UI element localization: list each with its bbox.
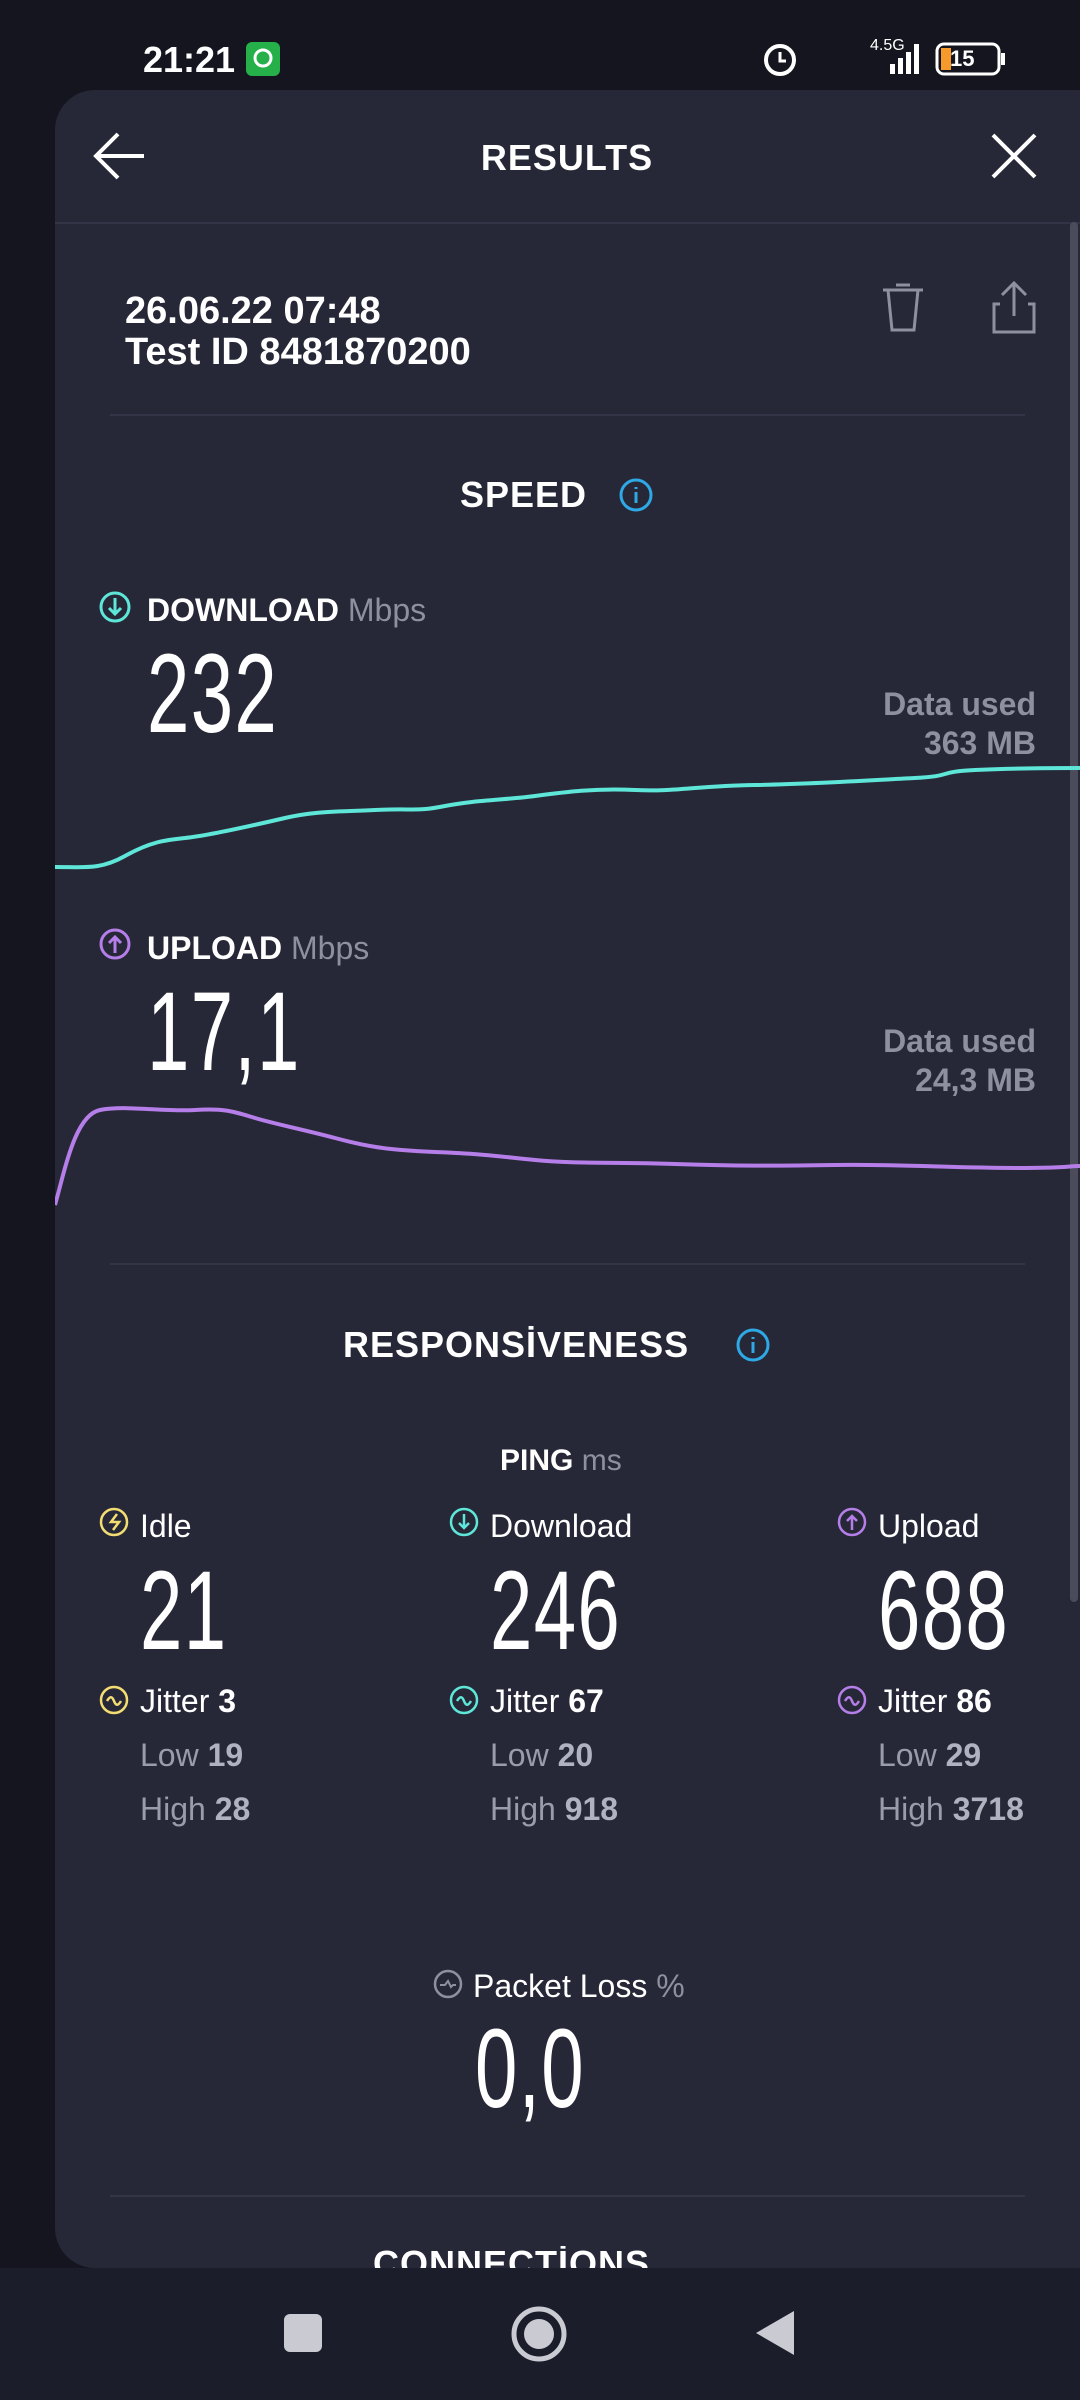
data-used-value: 24,3 MB [915,1062,1036,1098]
ping-icon [837,1507,867,1537]
app-icon [246,42,280,76]
low-value: 19 [207,1737,244,1773]
jitter-icon [99,1685,129,1715]
time: 21:21 [143,39,236,80]
jitter: Jitter 3 [140,1685,236,1717]
jitter: Jitter 86 [878,1685,992,1717]
ping-value: 688 [878,1548,1010,1673]
divider [110,1263,1025,1265]
download-value: 232 [147,631,279,756]
home-button[interactable] [510,2305,568,2363]
high: High 918 [490,1793,618,1825]
alarm-icon [764,44,796,76]
low: Low 29 [878,1739,981,1771]
data-used-value: 363 MB [923,725,1036,761]
jitter: Jitter 67 [490,1685,604,1717]
low-label: Low [140,1737,199,1773]
recents-button[interactable] [280,2310,326,2356]
download-label: DOWNLOAD Mbps [147,594,426,626]
high-label: High [878,1791,944,1827]
low-label: Low [490,1737,549,1773]
speed-title: SPEED [460,474,588,515]
upload-graph [55,1106,1080,1206]
test-id: Test ID 8481870200 [125,331,471,373]
network-type: 4.5G [870,37,905,54]
clip: CONNECTİONS [0,2246,1080,2268]
back-button[interactable] [92,130,148,182]
unit: ms [581,1444,622,1477]
battery-level: 15 [950,46,975,71]
divider [110,2195,1025,2197]
unit: % [656,1968,685,2004]
divider [55,222,1080,224]
signal-icon [890,44,919,74]
upload-icon [99,928,131,960]
ping-value: 21 [140,1548,228,1673]
share-button[interactable] [990,280,1038,336]
low: Low 19 [140,1739,243,1771]
download-icon [99,591,131,623]
ping-label: Idle [140,1508,192,1544]
upload-value: 17,1 [147,969,301,1094]
jitter-icon [837,1685,867,1715]
connections-title: CONNECTİONS [373,2246,651,2268]
low-value: 20 [557,1737,594,1773]
close-button[interactable] [990,132,1038,180]
battery-icon [935,42,1005,76]
upload-label: UPLOAD Mbps [147,932,369,964]
data-used-label: Data used [883,1023,1036,1059]
jitter-value: 3 [218,1683,237,1719]
label: PING [500,1444,574,1477]
packet-loss-value: 0,0 [475,2006,585,2131]
unit: Mbps [347,592,427,628]
delete-button[interactable] [880,282,926,334]
jitter-icon [449,1685,479,1715]
high: High 3718 [878,1793,1024,1825]
ping-label: PING ms [500,1446,622,1476]
ping-icon [99,1507,129,1537]
header-title: RESULTS [480,137,654,178]
low-label: Low [878,1737,937,1773]
divider [110,414,1025,416]
jitter-label: Jitter [140,1683,210,1719]
ping-value: 246 [490,1548,622,1673]
back-nav-button[interactable] [752,2308,798,2358]
ping-icon [449,1507,479,1537]
download-graph [55,766,1080,870]
high-label: High [140,1791,206,1827]
low: Low 20 [490,1739,593,1771]
high-value: 918 [564,1791,619,1827]
info-icon[interactable] [618,477,654,513]
high-value: 3718 [952,1791,1024,1827]
data-used-label: Data used [883,686,1036,722]
high: High 28 [140,1793,250,1825]
test-date: 26.06.22 07:48 [125,290,381,332]
results-card [55,90,1080,2268]
jitter-label: Jitter [878,1683,948,1719]
low-value: 29 [945,1737,982,1773]
high-value: 28 [214,1791,251,1827]
unit: Mbps [291,930,370,966]
responsiveness-title: RESPONSİVENESS [343,1324,690,1365]
scrollbar [1070,222,1078,1602]
info-icon[interactable] [735,1327,771,1363]
jitter-value: 67 [568,1683,604,1719]
ping-label: Upload [878,1508,980,1544]
ping-label: Download [490,1508,633,1544]
high-label: High [490,1791,556,1827]
jitter-value: 86 [956,1683,992,1719]
label: DOWNLOAD [147,592,339,628]
packet-loss-label: Packet Loss % [473,1970,685,2002]
label: UPLOAD [147,930,283,966]
jitter-label: Jitter [490,1683,560,1719]
packet-loss-icon [433,1969,463,1999]
label: Packet Loss [473,1968,648,2004]
